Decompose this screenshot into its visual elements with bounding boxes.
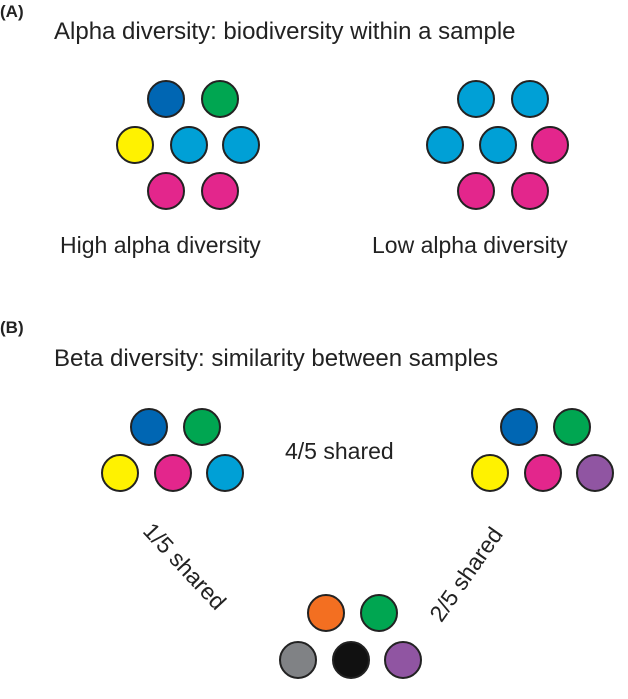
circle (307, 594, 345, 632)
circle (457, 80, 495, 118)
circle (426, 126, 464, 164)
circle (457, 172, 495, 210)
high-alpha-caption: High alpha diversity (60, 232, 261, 258)
circle (524, 454, 562, 492)
circle (147, 172, 185, 210)
circle (170, 126, 208, 164)
circle (201, 80, 239, 118)
circle (384, 641, 422, 679)
shared-label-top: 4/5 shared (285, 438, 394, 464)
circle (279, 641, 317, 679)
circle (576, 454, 614, 492)
panel-b-title: Beta diversity: similarity between sampl… (54, 345, 499, 372)
panel-a-title: Alpha diversity: biodiversity within a s… (54, 18, 516, 45)
circle (553, 408, 591, 446)
circle (101, 454, 139, 492)
circle (471, 454, 509, 492)
circle (500, 408, 538, 446)
shared-label-right: 2/5 shared (424, 522, 508, 627)
panel-b-label: (B) (0, 318, 24, 337)
circle (116, 126, 154, 164)
circle (511, 172, 549, 210)
circle (332, 641, 370, 679)
circle (360, 594, 398, 632)
shared-label-left: 1/5 shared (138, 517, 232, 615)
circle (201, 172, 239, 210)
circle (531, 126, 569, 164)
circle (479, 126, 517, 164)
circle (130, 408, 168, 446)
circle (183, 408, 221, 446)
circle (222, 126, 260, 164)
circle (154, 454, 192, 492)
panel-a-label: (A) (0, 2, 24, 21)
low-alpha-caption: Low alpha diversity (372, 232, 568, 258)
circle (511, 80, 549, 118)
circle (206, 454, 244, 492)
circle (147, 80, 185, 118)
